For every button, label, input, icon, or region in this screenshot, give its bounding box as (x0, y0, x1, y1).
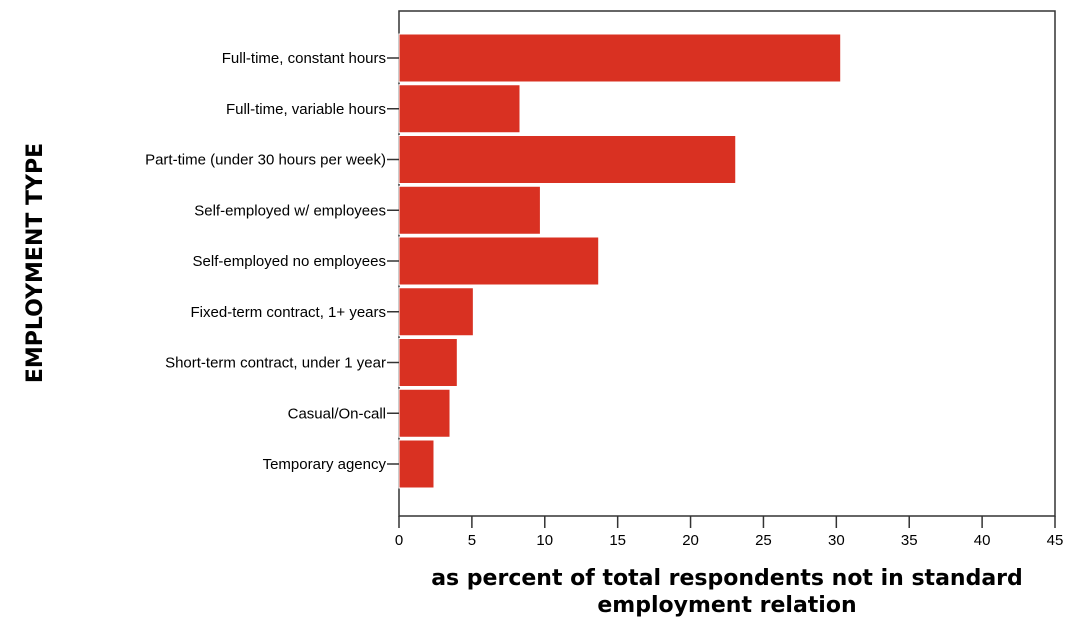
y-tick-label: Self-employed no employees (193, 253, 386, 270)
y-tick-label: Fixed-term contract, 1+ years (191, 304, 386, 321)
bar (398, 439, 435, 489)
bar (398, 135, 737, 184)
x-tick-label: 35 (901, 532, 918, 549)
bar (398, 33, 842, 83)
y-tick-label: Self-employed w/ employees (194, 202, 386, 219)
x-tick-label: 0 (395, 532, 403, 549)
x-tick-label: 25 (755, 532, 772, 549)
bar (398, 388, 451, 438)
y-axis-title: EMPLOYMENT TYPE (23, 143, 48, 383)
x-tick-label: 45 (1047, 532, 1064, 549)
x-tick-label: 15 (609, 532, 626, 549)
x-tick-label: 40 (974, 532, 991, 549)
bar (398, 287, 474, 337)
y-tick-label: Full-time, variable hours (226, 101, 386, 118)
y-tick-label: Temporary agency (263, 456, 387, 473)
bar (398, 236, 600, 286)
x-axis-tick-labels: 0 5 10 15 20 25 30 35 40 45 (395, 516, 1064, 549)
y-tick-label: Part-time (under 30 hours per week) (145, 152, 386, 169)
y-axis-tick-labels: Full-time, constant hours Full-time, vari… (145, 50, 399, 473)
x-axis-title-line-2: employment relation (597, 593, 856, 618)
bar (398, 338, 458, 387)
x-axis-title-line-1: as percent of total respondents not in s… (431, 566, 1023, 591)
x-tick-label: 5 (468, 532, 476, 549)
x-tick-label: 20 (682, 532, 699, 549)
x-tick-label: 10 (536, 532, 553, 549)
bars-group (398, 33, 842, 489)
bar (398, 185, 541, 235)
y-tick-label: Casual/On-call (288, 405, 386, 422)
bar (398, 84, 521, 134)
y-tick-label: Short-term contract, under 1 year (165, 355, 386, 372)
x-tick-label: 30 (828, 532, 845, 549)
y-tick-label: Full-time, constant hours (222, 50, 386, 67)
